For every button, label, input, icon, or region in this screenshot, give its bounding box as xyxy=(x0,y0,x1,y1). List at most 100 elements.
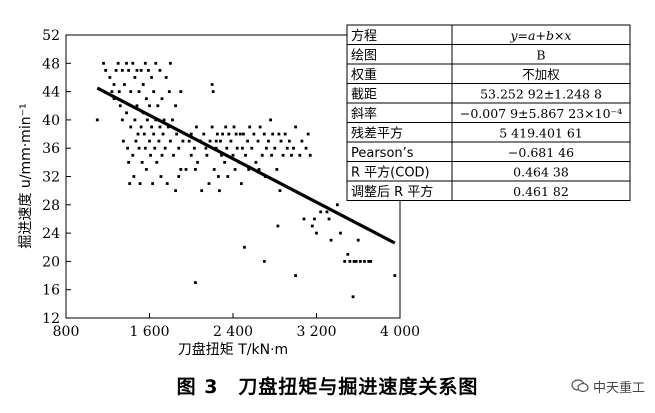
data-point xyxy=(153,146,157,150)
stats-label: 权重 xyxy=(351,67,377,83)
data-point xyxy=(214,146,218,150)
y-tick-label: 44 xyxy=(42,85,60,101)
data-point xyxy=(229,139,233,143)
data-point xyxy=(160,97,164,101)
data-point xyxy=(302,217,306,221)
data-point xyxy=(137,90,141,93)
data-point xyxy=(254,160,258,164)
data-point xyxy=(205,153,209,157)
data-point xyxy=(346,252,350,256)
data-point xyxy=(140,160,144,164)
data-point xyxy=(167,90,171,93)
data-point xyxy=(150,76,153,79)
x-tick-label: 3 200 xyxy=(296,324,336,340)
data-point xyxy=(226,175,230,178)
data-point xyxy=(192,146,196,150)
data-point xyxy=(102,61,105,65)
stats-value: 5 419.401 61 xyxy=(499,126,583,141)
data-point xyxy=(221,132,224,136)
data-point xyxy=(287,139,291,143)
data-point xyxy=(152,132,156,136)
stats-label: 绘图 xyxy=(351,49,377,64)
data-point xyxy=(233,168,237,171)
data-point xyxy=(143,146,147,150)
data-point xyxy=(164,76,168,79)
stats-value: y=a+b×x xyxy=(510,28,572,43)
data-point xyxy=(110,90,114,93)
data-point xyxy=(352,260,356,263)
stats-value: −0.007 9±5.867 23×10⁻⁴ xyxy=(460,106,622,121)
data-point xyxy=(129,90,133,93)
y-tick-label: 24 xyxy=(42,226,60,242)
y-tick-label: 48 xyxy=(42,56,60,72)
data-point xyxy=(144,97,148,101)
wechat-icon xyxy=(571,379,589,393)
data-point xyxy=(273,146,277,150)
data-point xyxy=(250,146,254,150)
data-point xyxy=(327,217,331,221)
stats-value: B xyxy=(536,48,545,63)
data-point xyxy=(210,125,214,129)
y-axis-title: 掘进速度 u/mm·min⁻¹ xyxy=(18,103,34,248)
stats-value: 0.461 82 xyxy=(513,184,569,199)
data-point xyxy=(194,168,197,171)
data-point xyxy=(265,146,268,150)
data-point xyxy=(174,104,177,108)
data-point xyxy=(319,210,323,214)
data-point xyxy=(155,160,159,164)
data-point xyxy=(160,153,164,157)
data-point xyxy=(235,146,239,150)
data-point xyxy=(219,139,222,143)
data-point xyxy=(220,153,223,157)
data-point xyxy=(158,68,162,72)
data-point xyxy=(139,68,143,72)
y-tick-label: 28 xyxy=(42,198,60,214)
data-point xyxy=(133,76,137,79)
data-point xyxy=(158,125,162,129)
data-point xyxy=(171,118,174,122)
data-point xyxy=(108,76,112,79)
data-point xyxy=(271,132,275,136)
data-point xyxy=(189,132,193,136)
data-point xyxy=(270,153,274,157)
data-point xyxy=(179,90,183,93)
data-point xyxy=(225,146,229,150)
data-point xyxy=(104,68,108,72)
watermark-text: 中天重工 xyxy=(592,380,645,396)
y-tick-label: 16 xyxy=(42,283,60,299)
stats-table xyxy=(346,24,631,201)
data-point xyxy=(258,125,262,129)
data-point xyxy=(112,83,116,86)
data-point xyxy=(196,160,199,164)
data-point xyxy=(292,146,295,150)
data-point xyxy=(208,139,212,143)
data-point xyxy=(135,104,139,108)
data-point xyxy=(285,146,289,150)
data-point xyxy=(175,132,179,136)
data-point xyxy=(246,139,250,143)
fit-line xyxy=(96,86,396,245)
y-tick-label: 36 xyxy=(42,141,60,157)
data-point xyxy=(120,118,124,122)
data-point xyxy=(275,168,279,171)
data-point xyxy=(179,168,183,171)
data-point xyxy=(315,231,318,235)
data-point xyxy=(125,61,128,65)
data-point xyxy=(126,146,129,150)
data-point xyxy=(294,274,298,277)
data-point xyxy=(151,182,155,185)
data-point xyxy=(212,168,216,171)
data-point xyxy=(243,245,246,249)
data-point xyxy=(112,97,116,101)
data-point xyxy=(216,175,220,178)
data-point xyxy=(166,125,170,129)
data-point xyxy=(168,61,172,65)
data-point xyxy=(224,125,228,129)
stats-value: 不加权 xyxy=(522,67,560,82)
data-point xyxy=(181,139,185,143)
stats-value: 53.252 92±1.248 8 xyxy=(480,87,602,102)
data-point xyxy=(154,61,158,65)
data-point xyxy=(308,153,312,157)
data-point xyxy=(137,146,141,150)
data-point xyxy=(116,61,120,65)
